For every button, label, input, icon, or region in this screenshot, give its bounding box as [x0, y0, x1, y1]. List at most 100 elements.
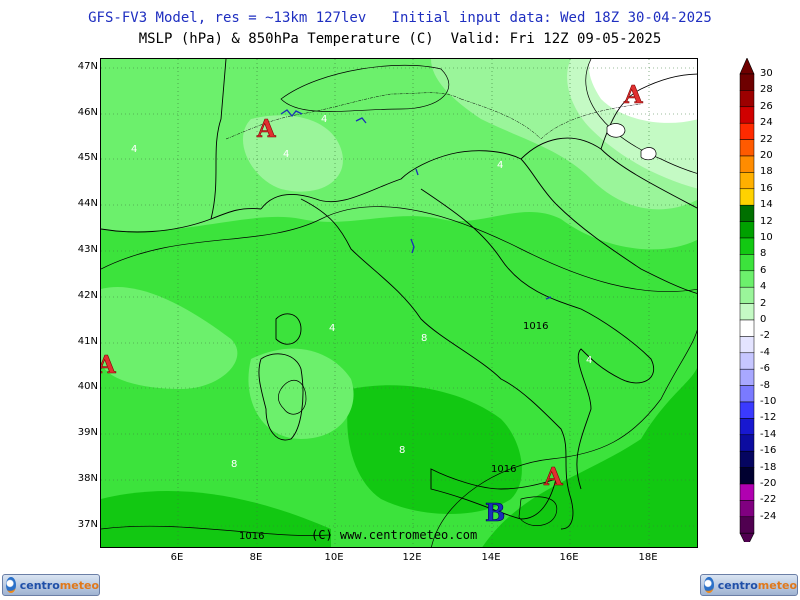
colorbar-label: 4	[760, 281, 767, 293]
colorbar-label: 16	[760, 182, 773, 194]
colorbar-swatch	[739, 73, 755, 91]
colorbar-swatch	[739, 237, 755, 255]
colorbar-swatch	[739, 385, 755, 403]
colorbar-swatch	[739, 90, 755, 108]
colorbar-label: -16	[760, 445, 777, 457]
country-borders	[225, 92, 642, 140]
logo-text: centro	[19, 578, 60, 592]
title-field-line: MSLP (hPa) & 850hPa Temperature (C) Vali…	[138, 31, 662, 47]
colorbar-swatch	[739, 221, 755, 239]
colorbar-swatch	[739, 483, 755, 501]
lat-label: 37N	[77, 519, 98, 530]
temperature-zone-cool	[248, 348, 354, 439]
lon-label: 14E	[481, 552, 501, 563]
low-pressure-symbol: B	[485, 498, 505, 527]
lat-label: 43N	[77, 244, 98, 255]
colorbar-label: 22	[760, 133, 773, 145]
weather-map: A A A A B 1016 1016 1016 4 4 4 4 4 4 8 8…	[100, 58, 698, 548]
lon-label: 16E	[559, 552, 579, 563]
lat-label: 45N	[77, 152, 98, 163]
lat-label: 44N	[77, 198, 98, 209]
colorbar-swatch	[739, 303, 755, 321]
colorbar-swatch	[739, 122, 755, 140]
colorbar-swatch	[739, 188, 755, 206]
temperature-zone-warm	[482, 367, 697, 547]
colorbar-label: 2	[760, 297, 767, 309]
centrometeo-logo[interactable]: centro meteo	[700, 574, 798, 596]
colorbar-label: 8	[760, 248, 767, 260]
colorbar-swatch	[739, 172, 755, 190]
colorbar-swatch	[739, 155, 755, 173]
cold-pocket	[640, 147, 657, 161]
temperature-label: 4	[586, 355, 592, 366]
colorbar-swatch	[739, 516, 755, 534]
lon-label: 10E	[324, 552, 344, 563]
temperature-zone-cold	[242, 115, 343, 192]
colorbar-swatch	[739, 401, 755, 419]
temperature-zone-freezing	[589, 59, 697, 123]
colorbar-label: -6	[760, 363, 770, 375]
title-model-line: GFS-FV3 Model, res = ~13km 127lev Initia…	[88, 10, 712, 26]
high-pressure-symbol: A	[623, 80, 643, 109]
temperature-label: 8	[399, 445, 405, 456]
isobar-label: 1016	[491, 464, 516, 475]
cold-spots	[280, 109, 552, 300]
colorbar-swatch	[739, 139, 755, 157]
temperature-label: 8	[231, 459, 237, 470]
colorbar-arrow-top	[739, 58, 755, 75]
coastlines	[101, 59, 697, 530]
colorbar-label: -8	[760, 379, 770, 391]
colorbar-label: -18	[760, 461, 777, 473]
temperature-zone-warm	[101, 491, 331, 547]
temperature-label: 4	[497, 160, 503, 171]
colorbar-label: 12	[760, 215, 773, 227]
colorbar-label: -2	[760, 330, 770, 342]
lon-label: 18E	[638, 552, 658, 563]
high-pressure-symbol: A	[101, 350, 116, 379]
logo-text: meteo	[59, 578, 99, 592]
lat-label: 46N	[77, 107, 98, 118]
colorbar-swatch	[739, 254, 755, 272]
colorbar-swatch	[739, 500, 755, 518]
colorbar-label: 18	[760, 166, 773, 178]
colorbar-swatch	[739, 204, 755, 222]
high-pressure-symbol: A	[543, 462, 563, 491]
lat-label: 38N	[77, 473, 98, 484]
lat-label: 42N	[77, 290, 98, 301]
lon-label: 6E	[170, 552, 184, 563]
colorbar-label: -12	[760, 412, 777, 424]
temperature-zone-cool	[101, 287, 238, 389]
colorbar-label: 20	[760, 150, 773, 161]
lon-label: 8E	[249, 552, 263, 563]
colorbar-label: 26	[760, 100, 773, 112]
logo-text: meteo	[757, 578, 797, 592]
temperature-label: 4	[283, 149, 289, 160]
colorbar-label: -22	[760, 494, 777, 506]
colorbar-label: -24	[760, 510, 777, 522]
lat-label: 39N	[77, 427, 98, 438]
temperature-label: 4	[131, 144, 137, 155]
colorbar-label: -10	[760, 396, 777, 407]
colorbar-swatch	[739, 286, 755, 304]
colorbar-label: 10	[760, 232, 773, 243]
copyright-text: (C) www.centrometeo.com	[311, 528, 477, 542]
temperature-label: 4	[321, 114, 327, 125]
centrometeo-logo[interactable]: centro meteo	[2, 574, 100, 596]
colorbar-swatch	[739, 319, 755, 337]
colorbar-label: 14	[760, 199, 773, 211]
colorbar-swatch	[739, 106, 755, 124]
colorbar-label: -14	[760, 428, 777, 440]
temperature-colorbar	[739, 58, 755, 542]
colorbar-swatch	[739, 434, 755, 452]
temperature-label: 4	[329, 323, 335, 334]
colorbar-label: -20	[760, 478, 777, 489]
lon-label: 12E	[402, 552, 422, 563]
colorbar-label: 0	[760, 314, 767, 325]
colorbar-label: 6	[760, 264, 767, 276]
lat-label: 41N	[77, 336, 98, 347]
colorbar-swatch	[739, 336, 755, 354]
globe-icon	[6, 577, 16, 593]
globe-icon	[704, 577, 714, 593]
colorbar-label: -4	[760, 346, 770, 358]
cold-pocket	[606, 123, 626, 138]
